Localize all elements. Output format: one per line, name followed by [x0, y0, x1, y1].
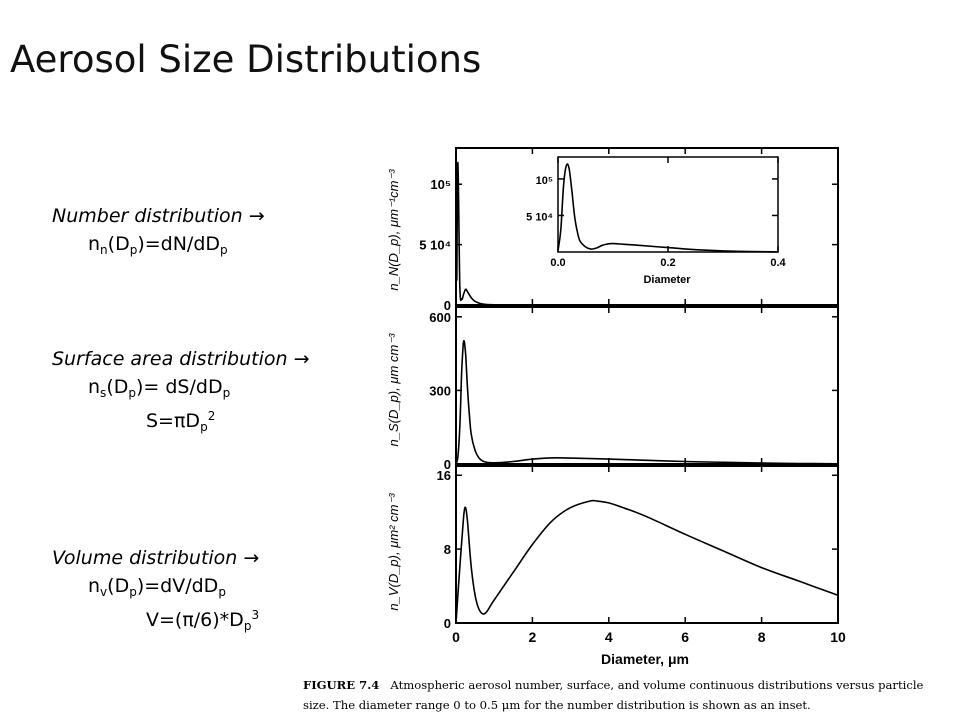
- volume-xlabel: Diameter, μm: [601, 651, 689, 667]
- volume-xtick-label: 10: [830, 629, 846, 645]
- surface-area-text: S=πD: [146, 410, 201, 432]
- formula-rhs: )= dS/dD: [135, 376, 223, 398]
- number-inset-xtick-label: 0.2: [660, 257, 675, 269]
- formula-lhs-sub: v: [100, 585, 108, 599]
- formula-lhs: n: [88, 575, 101, 597]
- number-ytick-label: 0: [444, 298, 451, 313]
- surface-heading-text: Surface area distribution: [52, 348, 288, 370]
- volume-xtick-label: 8: [758, 629, 766, 645]
- volume-distribution-block: Volume distribution → nv(Dp)=dV/dDp V=(π…: [52, 547, 260, 633]
- formula-arg-sub: p: [128, 386, 136, 400]
- number-ytick-label: 5 10⁴: [419, 238, 451, 253]
- number-inset-xtick-label: 0.0: [550, 257, 565, 269]
- formula-rhs-sub: p: [218, 585, 226, 599]
- number-ytick-label: 10⁵: [430, 177, 451, 192]
- formula-lhs-sub: s: [100, 386, 107, 400]
- volume-xtick-label: 6: [681, 629, 689, 645]
- number-inset-ytick-label: 5 10⁴: [526, 211, 553, 223]
- surface-ytick-label: 600: [429, 310, 451, 325]
- number-distribution-heading: Number distribution →: [52, 205, 265, 227]
- volume-xtick-label: 2: [529, 629, 537, 645]
- surface-area-sup: 2: [207, 409, 216, 423]
- volume-ytick-label: 0: [444, 616, 451, 631]
- volume-text: V=(π/6)*D: [146, 609, 244, 631]
- number-distribution-block: Number distribution → nn(Dp)=dN/dDp: [52, 205, 265, 257]
- formula-lhs: n: [88, 233, 101, 255]
- formula-rhs-sub: p: [222, 386, 231, 400]
- volume-heading-text: Volume distribution: [52, 547, 238, 569]
- number-heading-text: Number distribution: [52, 205, 243, 227]
- formula-lhs-sub: n: [100, 243, 108, 257]
- number-series-line: [456, 161, 838, 306]
- formula-arg: (D: [106, 376, 129, 398]
- surface-ytick-label: 300: [429, 383, 451, 398]
- volume-xtick-label: 0: [452, 629, 460, 645]
- surface-distribution-block: Surface area distribution → ns(Dp)= dS/d…: [52, 348, 310, 434]
- volume-ytick-label: 16: [437, 468, 451, 483]
- number-ylabel: n_N(D_p), μm⁻¹cm⁻³: [386, 169, 401, 291]
- slide-title: Aerosol Size Distributions: [10, 38, 482, 81]
- number-distribution-formula: nn(Dp)=dN/dDp: [88, 233, 265, 257]
- volume-series-line: [455, 499, 839, 624]
- surface-ytick-label: 0: [444, 457, 451, 472]
- number-inset-frame: [557, 156, 779, 253]
- right-arrow-icon: →: [243, 547, 260, 569]
- caption-label: FIGURE 7.4: [303, 678, 380, 692]
- surface-series-line: [455, 339, 839, 465]
- formula-rhs-sub: p: [220, 243, 228, 257]
- number-inset-series-line: [557, 163, 779, 253]
- volume-distribution-formula: nv(Dp)=dV/dDp: [88, 575, 259, 599]
- surface-area-sub: p: [200, 420, 208, 434]
- formula-arg-sub: p: [129, 585, 137, 599]
- number-inset-ytick-label: 10⁵: [536, 175, 553, 187]
- volume-ytick-label: 8: [444, 542, 451, 557]
- surface-ylabel: n_S(D_p), μm cm⁻³: [386, 333, 401, 447]
- right-arrow-icon: →: [248, 205, 265, 227]
- volume-distribution-heading: Volume distribution →: [52, 547, 259, 569]
- formula-rhs: )=dV/dD: [136, 575, 219, 597]
- formula-arg: (D: [107, 233, 130, 255]
- volume-formula: V=(π/6)*Dp3: [146, 608, 260, 633]
- surface-frame: [455, 306, 839, 465]
- volume-sub: p: [243, 619, 252, 633]
- volume-xtick-label: 4: [605, 629, 613, 645]
- surface-distribution-formula: ns(Dp)= dS/dDp: [88, 376, 310, 400]
- inset-xlabel: Diameter: [643, 274, 691, 286]
- figure-caption: FIGURE 7.4 Atmospheric aerosol number, s…: [303, 675, 943, 715]
- volume-sup: 3: [251, 608, 260, 622]
- number-inset-xtick-label: 0.4: [770, 257, 786, 269]
- formula-arg: (D: [107, 575, 130, 597]
- caption-text: Atmospheric aerosol number, surface, and…: [303, 678, 924, 712]
- volume-frame: [455, 465, 839, 624]
- formula-arg-sub: p: [129, 243, 138, 257]
- volume-ylabel: n_V(D_p), μm² cm⁻³: [386, 493, 401, 611]
- surface-distribution-heading: Surface area distribution →: [52, 348, 310, 370]
- surface-area-formula: S=πDp2: [146, 409, 310, 434]
- formula-lhs: n: [88, 376, 101, 398]
- right-arrow-icon: →: [293, 348, 310, 370]
- formula-rhs: )=dN/dD: [137, 233, 221, 255]
